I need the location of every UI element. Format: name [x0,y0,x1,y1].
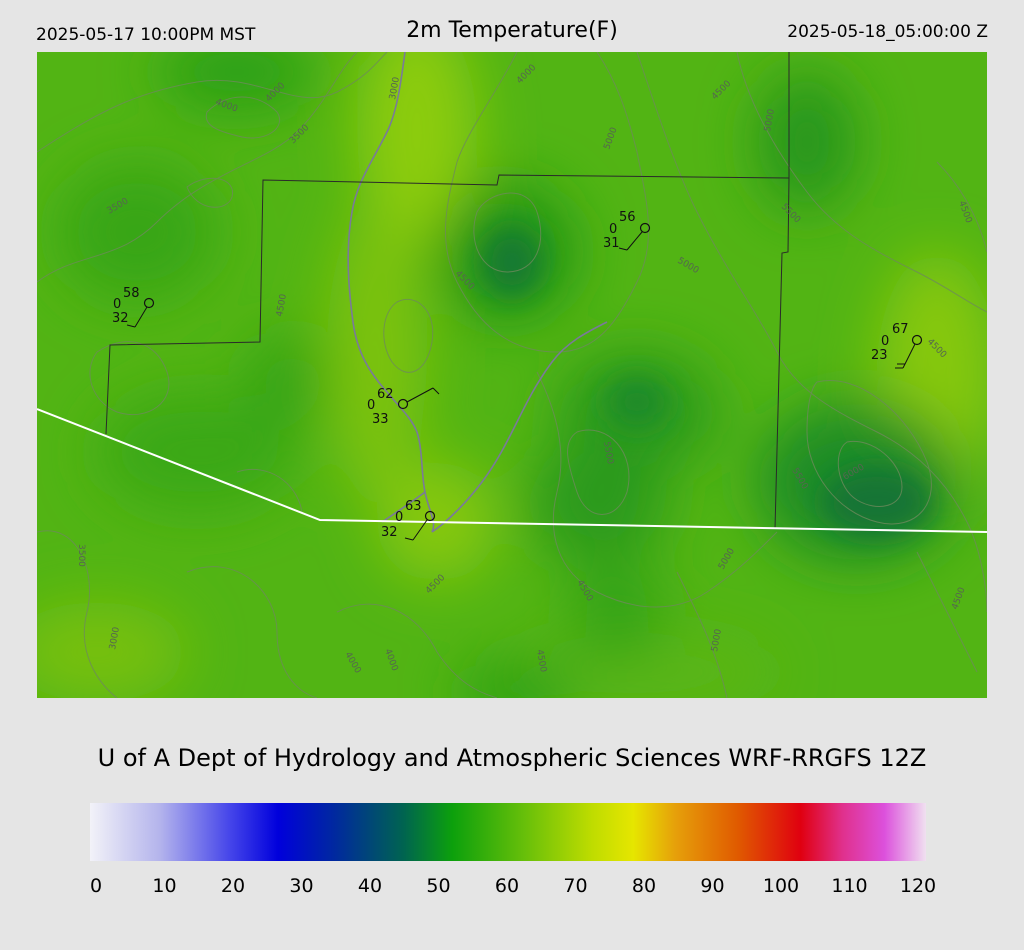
station-dewpoint: 23 [871,348,888,363]
contour-label-5000: 5000 [710,628,724,653]
colorbar-tick-label: 60 [494,875,520,897]
station-dewpoint: 32 [112,311,129,326]
valid-time-label: 2025-05-18_05:00:00 Z [787,22,988,42]
station-gust: 0 [395,510,403,525]
station-temperature: 62 [377,387,394,402]
colorbar-tick-label: 90 [700,875,725,897]
colorbar-tick-label: 20 [220,875,246,897]
station-temperature: 58 [123,286,140,301]
local-time-label: 2025-05-17 10:00PM MST [36,25,256,45]
colorbar-tick-label: 30 [289,875,314,897]
colorbar-tick-label: 80 [631,875,657,897]
station-gust: 0 [609,222,617,237]
station-plot: 58 0 32 [112,286,155,328]
station-dewpoint: 31 [603,236,620,251]
colorbar-tick-label: 50 [426,875,451,897]
station-gust: 0 [367,398,375,413]
colorbar-tick-label: 110 [831,875,868,897]
contour-label-5500: 5500 [601,441,615,466]
wind-barb-icon [618,231,643,251]
wind-barb-icon [895,343,916,369]
station-marker-icon [911,334,923,346]
station-temperature: 63 [405,499,422,514]
station-plot: 63 0 32 [381,499,436,541]
colorbar-tick-label: 40 [357,875,383,897]
map-title: 2m Temperature(F) [406,18,618,43]
rivers [347,52,608,533]
station-dewpoint: 33 [372,412,389,427]
station-plot: 67 0 23 [871,322,923,369]
station-gust: 0 [881,334,889,349]
contour-label-4500: 4500 [275,293,289,318]
colorbar-tick-label: 120 [899,875,937,897]
station-gust: 0 [113,297,121,312]
contour-label-4500: 4500 [534,649,548,674]
credit-label: U of A Dept of Hydrology and Atmospheric… [97,744,927,772]
station-marker-icon [424,510,436,522]
colorbar-tick-label: 0 [89,875,103,897]
temperature-map: 3000 3500 3500 4000 4000 4000 4500 5000 … [37,52,987,698]
station-marker-icon [143,297,155,309]
wind-barb-icon [406,387,440,403]
colorbar-tick-label: 10 [152,875,177,897]
station-marker-icon [639,222,651,234]
contour-label-3500: 3500 [76,544,86,567]
station-plots: 58 0 32 56 0 31 62 0 33 63 0 32 [112,210,923,541]
county-boundaries [105,52,790,530]
temperature-colorbar [90,803,926,861]
station-dewpoint: 32 [381,525,398,540]
wind-barb-icon [404,519,428,541]
colorbar-tick-label: 100 [762,875,800,897]
colorbar-tick-label: 70 [563,875,588,897]
contour-label-3000: 3000 [108,626,122,651]
station-plot: 62 0 33 [367,387,440,427]
temperature-field [37,52,987,698]
station-temperature: 67 [892,322,909,337]
state-border [37,408,987,533]
station-plot: 56 0 31 [603,210,651,251]
station-temperature: 56 [619,210,636,225]
station-marker-icon [397,398,409,410]
contour-label-3000: 3000 [388,76,402,101]
elevation-contours [37,52,987,698]
wind-barb-icon [126,306,148,328]
colorbar-tick-labels: 0 10 20 30 40 50 60 70 80 90 100 110 120 [0,875,1024,905]
contour-label-5000: 5000 [763,108,777,133]
